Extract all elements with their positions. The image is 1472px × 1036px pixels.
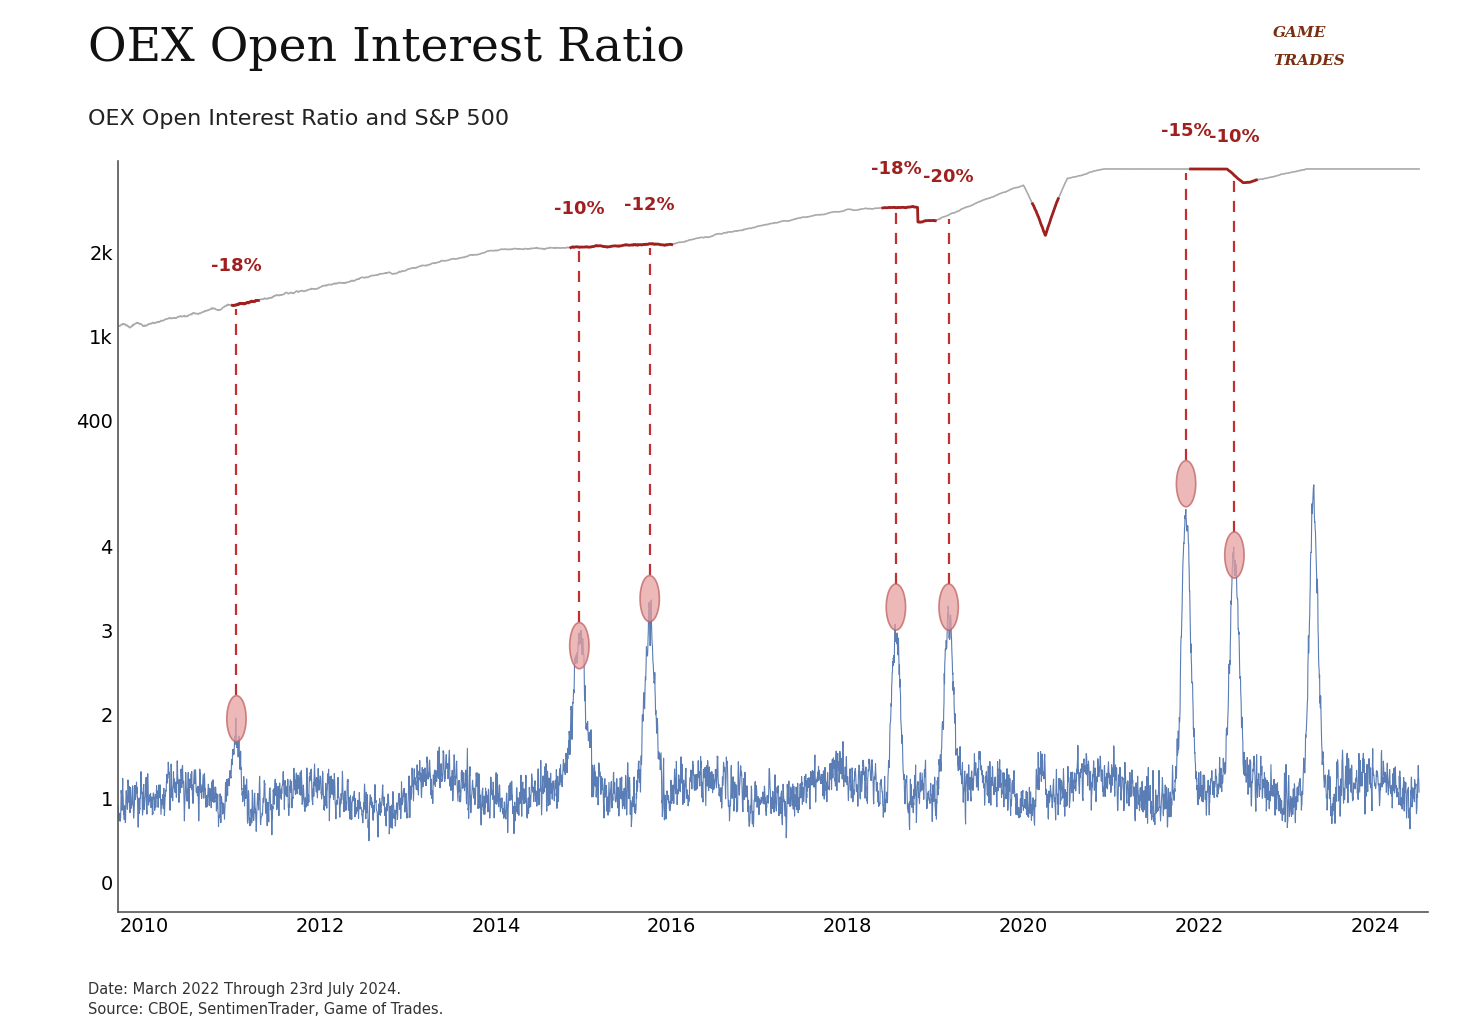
Ellipse shape <box>1176 461 1195 507</box>
Text: -20%: -20% <box>923 168 974 185</box>
Text: Source: CBOE, SentimenTrader, Game of Trades.: Source: CBOE, SentimenTrader, Game of Tr… <box>88 1003 443 1017</box>
Text: -15%: -15% <box>1161 121 1211 140</box>
Text: -10%: -10% <box>553 200 605 218</box>
Text: OEX Open Interest Ratio and S&P 500: OEX Open Interest Ratio and S&P 500 <box>88 109 509 128</box>
Ellipse shape <box>227 695 246 742</box>
Ellipse shape <box>939 584 958 630</box>
Text: -10%: -10% <box>1209 128 1260 146</box>
Text: Date: March 2022 Through 23rd July 2024.: Date: March 2022 Through 23rd July 2024. <box>88 982 402 997</box>
Text: -18%: -18% <box>210 257 262 276</box>
Ellipse shape <box>1225 531 1244 578</box>
Text: -18%: -18% <box>870 161 921 178</box>
Text: -12%: -12% <box>624 197 676 214</box>
Text: OEX Open Interest Ratio: OEX Open Interest Ratio <box>88 26 684 71</box>
Ellipse shape <box>886 584 905 630</box>
Text: GAME: GAME <box>1273 26 1326 40</box>
Ellipse shape <box>570 623 589 668</box>
Text: TRADES: TRADES <box>1273 54 1345 68</box>
Ellipse shape <box>640 576 659 622</box>
